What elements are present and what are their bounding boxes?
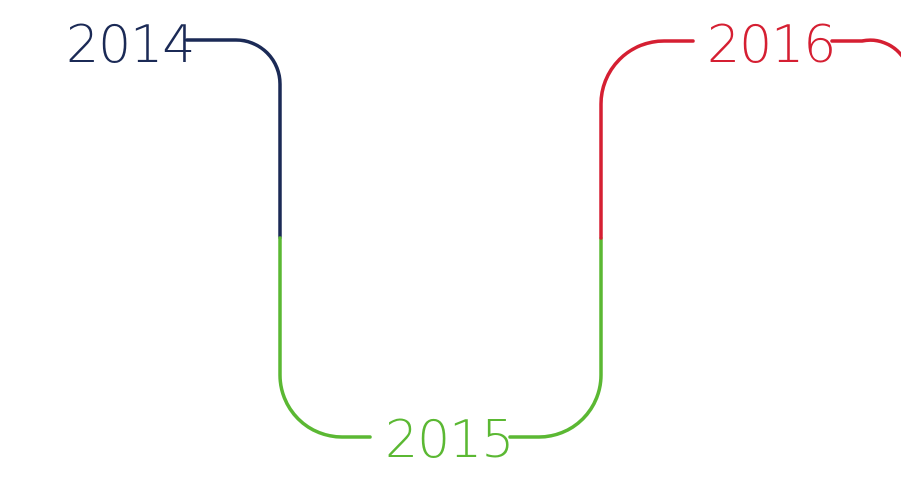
track-segment-2015-left xyxy=(278,236,372,439)
track-segment-2016-left xyxy=(599,39,695,240)
track-segment-2016-right xyxy=(830,38,901,58)
track-segment-2014 xyxy=(185,38,282,240)
milestone-label-2015: 2015 xyxy=(385,410,514,470)
track-segment-2015-right xyxy=(508,236,603,439)
milestone-label-2016: 2016 xyxy=(707,15,836,75)
milestone-label-2014: 2014 xyxy=(66,15,195,75)
